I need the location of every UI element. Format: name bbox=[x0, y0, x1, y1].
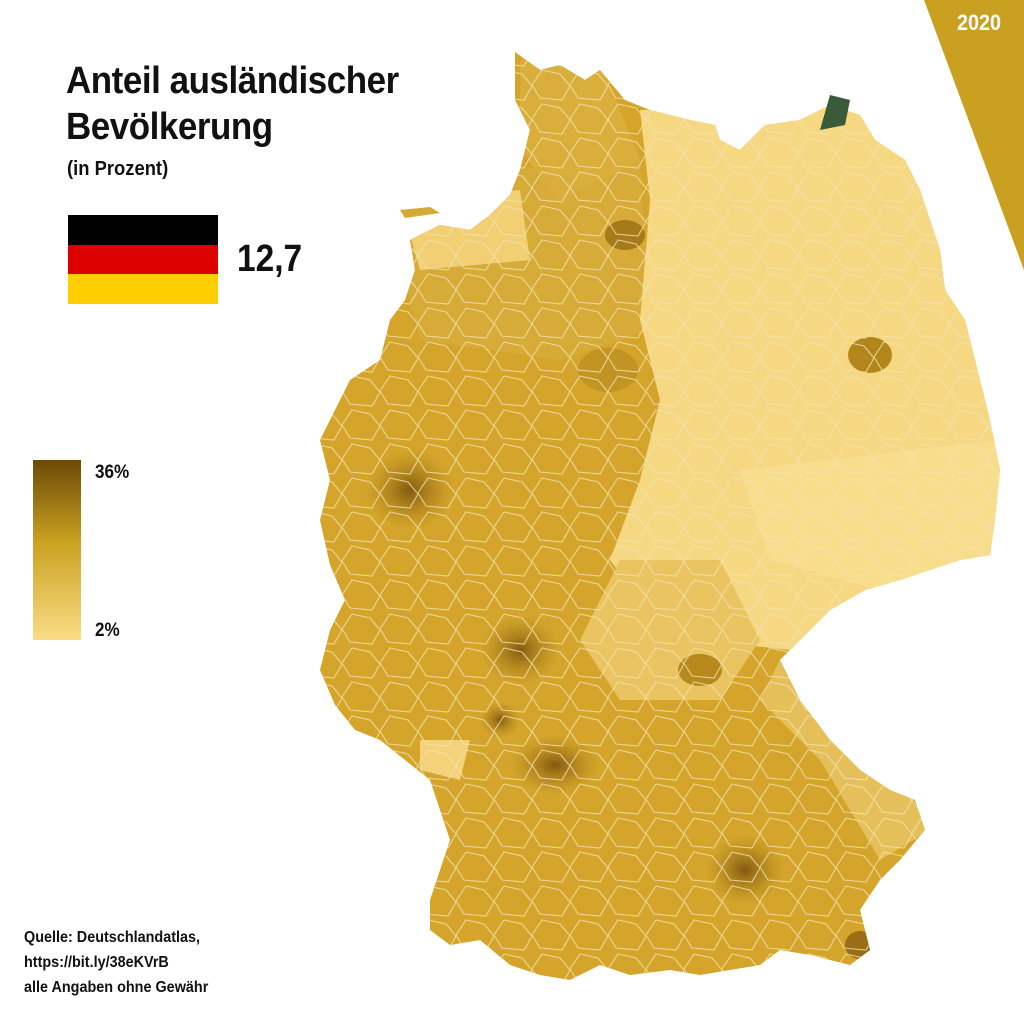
source-note: Quelle: Deutschlandatlas, https://bit.ly… bbox=[24, 925, 208, 1000]
title-line-1: Anteil ausländischer bbox=[66, 60, 399, 102]
subtitle: (in Prozent) bbox=[67, 158, 169, 180]
source-line-1: Quelle: Deutschlandatlas, bbox=[24, 929, 201, 946]
year-label: 2020 bbox=[957, 10, 1002, 35]
legend-gradient-bar bbox=[33, 460, 81, 640]
source-line-3: alle Angaben ohne Gewähr bbox=[24, 979, 209, 996]
source-link[interactable]: https://bit.ly/38eKVrB bbox=[24, 954, 169, 971]
flag-stripe-gold bbox=[68, 274, 218, 305]
flag-stripe-black bbox=[68, 215, 218, 245]
legend-max-label: 36% bbox=[95, 462, 130, 483]
national-value: 12,7 bbox=[237, 238, 303, 280]
germany-flag-icon bbox=[68, 215, 218, 305]
year-corner-banner bbox=[924, 0, 1024, 270]
page-title: Anteil ausländischer Bevölkerung bbox=[66, 58, 399, 150]
title-line-2: Bevölkerung bbox=[66, 106, 273, 148]
flag-stripe-red bbox=[68, 244, 218, 275]
legend-min-label: 2% bbox=[95, 620, 120, 641]
